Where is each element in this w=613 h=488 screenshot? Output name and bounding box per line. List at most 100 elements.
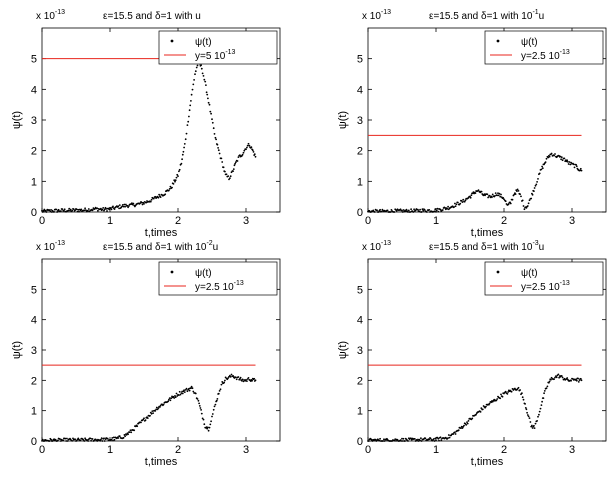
data-point bbox=[49, 210, 52, 213]
data-point bbox=[63, 208, 66, 211]
legend: ψ(t)y=2.5 10-13 bbox=[484, 261, 604, 296]
data-point bbox=[488, 194, 491, 197]
data-point bbox=[200, 67, 203, 70]
data-point bbox=[235, 378, 238, 381]
data-point bbox=[526, 411, 528, 414]
data-point bbox=[193, 79, 196, 81]
data-point bbox=[149, 414, 151, 417]
data-point bbox=[175, 176, 178, 179]
legend-label-line-exponent: -13 bbox=[225, 49, 235, 56]
data-point bbox=[439, 208, 442, 211]
data-point bbox=[184, 138, 187, 141]
data-point bbox=[553, 154, 555, 157]
data-point bbox=[100, 437, 103, 439]
data-point bbox=[379, 208, 381, 211]
data-point bbox=[167, 400, 170, 403]
data-point bbox=[127, 205, 130, 207]
data-point bbox=[144, 419, 147, 422]
data-point bbox=[486, 193, 489, 196]
y-axis-label: ψ(t) bbox=[337, 341, 349, 359]
data-point bbox=[183, 389, 186, 392]
data-point bbox=[204, 80, 207, 83]
data-point bbox=[152, 412, 155, 414]
data-point bbox=[527, 202, 530, 205]
data-point bbox=[480, 190, 483, 193]
data-point bbox=[491, 196, 493, 199]
data-point bbox=[524, 407, 527, 409]
data-point bbox=[68, 207, 71, 210]
data-point bbox=[579, 167, 582, 170]
data-point bbox=[253, 377, 256, 380]
data-point bbox=[447, 434, 450, 436]
data-point bbox=[129, 429, 132, 432]
chart-title-exponent: -3 bbox=[532, 240, 538, 247]
data-point bbox=[496, 398, 499, 400]
data-point bbox=[402, 209, 405, 211]
data-point bbox=[380, 210, 383, 213]
data-point bbox=[534, 422, 537, 425]
data-point bbox=[461, 201, 464, 204]
data-point bbox=[201, 72, 204, 75]
x-tick-label: 3 bbox=[243, 215, 249, 227]
data-point bbox=[229, 376, 232, 378]
data-point bbox=[470, 194, 473, 197]
legend-label-line: y=2.5 10-13 bbox=[521, 280, 570, 293]
data-point bbox=[480, 407, 483, 409]
data-point bbox=[247, 142, 250, 145]
data-point bbox=[541, 167, 544, 170]
data-point bbox=[130, 431, 133, 434]
data-point bbox=[152, 197, 155, 200]
psi-series bbox=[367, 152, 583, 213]
x-tick-label: 1 bbox=[433, 215, 439, 227]
data-point bbox=[169, 399, 172, 402]
data-point bbox=[192, 83, 195, 86]
data-point bbox=[404, 210, 407, 213]
x-tick-label: 3 bbox=[569, 444, 575, 456]
data-point bbox=[178, 168, 181, 171]
data-point bbox=[194, 392, 197, 395]
data-point bbox=[253, 153, 256, 156]
data-point bbox=[91, 438, 94, 440]
data-point bbox=[164, 193, 167, 196]
data-point bbox=[424, 437, 427, 440]
data-point bbox=[426, 211, 428, 213]
data-point bbox=[460, 427, 462, 429]
y-scale-label: x 10-13 bbox=[36, 240, 65, 253]
data-point bbox=[103, 440, 106, 442]
data-point bbox=[168, 397, 171, 399]
data-point bbox=[485, 405, 487, 408]
data-point bbox=[205, 91, 208, 94]
data-point bbox=[463, 200, 466, 203]
data-point bbox=[155, 406, 158, 409]
data-point bbox=[554, 153, 556, 155]
data-point bbox=[390, 209, 393, 211]
data-point bbox=[533, 427, 536, 429]
data-point bbox=[125, 203, 127, 206]
y-tick-label: 0 bbox=[357, 436, 363, 448]
legend-label-line-base: y=2.5 10 bbox=[521, 51, 560, 62]
data-point bbox=[464, 199, 467, 202]
data-point bbox=[521, 396, 524, 399]
data-point bbox=[242, 380, 245, 383]
y-tick-label: 1 bbox=[357, 406, 363, 418]
data-point bbox=[173, 397, 176, 399]
data-point bbox=[417, 440, 420, 442]
data-point bbox=[225, 173, 228, 176]
data-point bbox=[241, 153, 244, 156]
data-point bbox=[539, 407, 542, 410]
data-point bbox=[389, 211, 392, 213]
data-point bbox=[64, 437, 67, 440]
data-point bbox=[220, 383, 223, 386]
data-point bbox=[187, 120, 190, 123]
y-axis-label: ψ(t) bbox=[11, 341, 23, 359]
data-point bbox=[237, 156, 240, 159]
data-point bbox=[171, 186, 173, 189]
data-point bbox=[169, 185, 172, 188]
data-point bbox=[548, 380, 551, 383]
chart-title-text: ε=15.5 and δ=1 with 10 bbox=[429, 242, 533, 253]
data-point bbox=[517, 190, 520, 192]
psi-series bbox=[41, 373, 257, 442]
data-point bbox=[419, 208, 421, 211]
data-point bbox=[122, 205, 125, 208]
